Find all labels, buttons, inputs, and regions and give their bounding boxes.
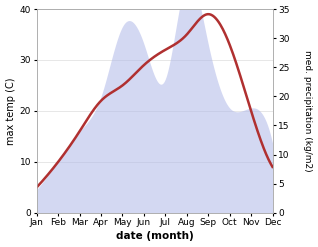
Y-axis label: max temp (C): max temp (C) xyxy=(5,77,16,145)
X-axis label: date (month): date (month) xyxy=(116,231,194,242)
Y-axis label: med. precipitation (kg/m2): med. precipitation (kg/m2) xyxy=(303,50,313,172)
